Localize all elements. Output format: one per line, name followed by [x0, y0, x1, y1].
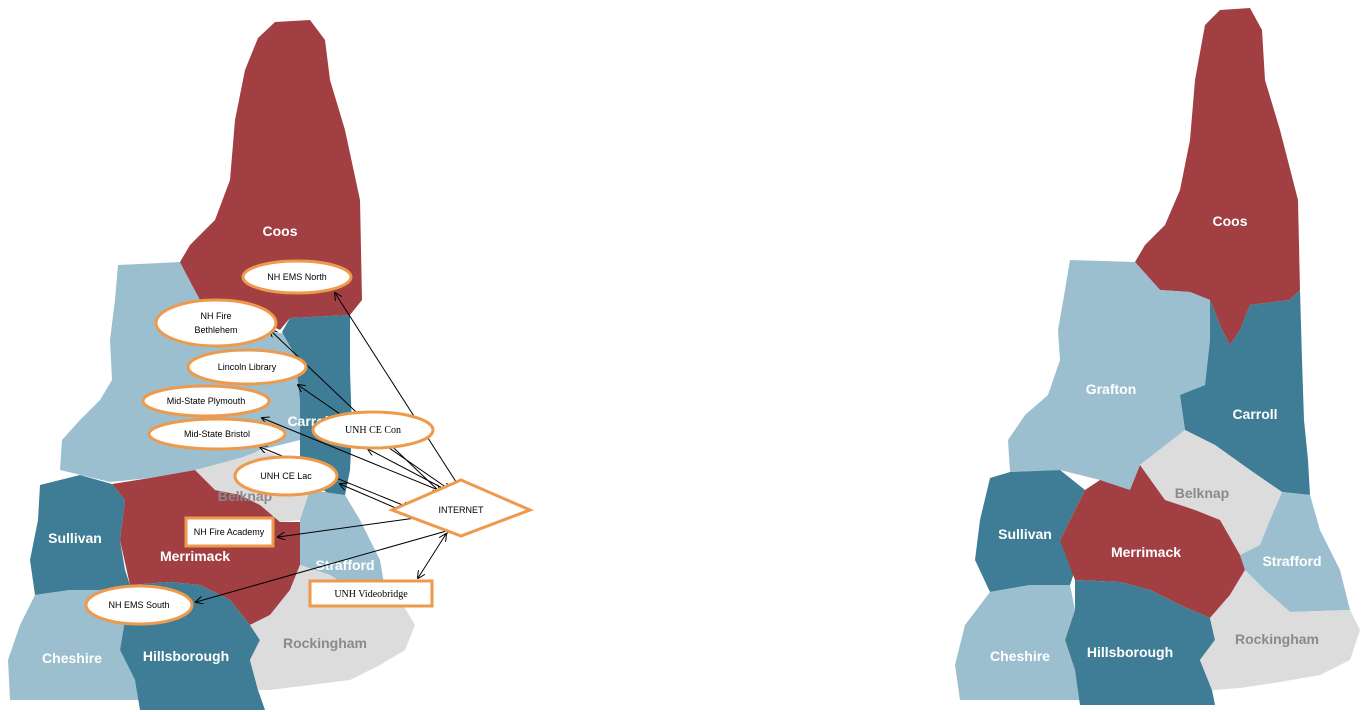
county-label-coos-right: Coos	[1213, 213, 1248, 229]
link-ce-con-internet	[368, 449, 450, 492]
node-label-ems-south: NH EMS South	[108, 600, 169, 610]
node-unh-ce-con: UNH CE Con	[311, 410, 435, 450]
node-label-internet: INTERNET	[439, 505, 485, 515]
county-label-hillsborough-left: Hillsborough	[143, 648, 229, 664]
node-label-fire-academy: NH Fire Academy	[194, 527, 265, 537]
county-coos-left	[180, 20, 362, 330]
link-ce-lac-internet	[340, 484, 405, 512]
county-label-rockingham-right: Rockingham	[1235, 631, 1319, 647]
county-sullivan-right	[975, 470, 1085, 592]
node-label-mid-state-bristol: Mid-State Bristol	[184, 429, 250, 439]
county-label-merrimack-left: Merrimack	[160, 548, 230, 564]
link-ems-north-internet	[335, 293, 460, 488]
node-mid-state-bristol: Mid-State Bristol	[147, 417, 287, 451]
county-label-cheshire-left: Cheshire	[42, 650, 102, 666]
county-label-sullivan-left: Sullivan	[48, 530, 102, 546]
county-label-rockingham-left: Rockingham	[283, 635, 367, 651]
node-lincoln-library: Lincoln Library	[186, 348, 308, 386]
node-fire-bethlehem: NH Fire Bethlehem	[154, 298, 278, 348]
county-rockingham-right	[1200, 570, 1360, 690]
county-label-coos-left: Coos	[263, 223, 298, 239]
county-label-belknap-right: Belknap	[1175, 485, 1229, 501]
county-strafford-right	[1240, 492, 1350, 612]
county-belknap-right	[1140, 430, 1282, 555]
county-label-hillsborough-right: Hillsborough	[1087, 644, 1173, 660]
county-coos-right	[1135, 8, 1300, 345]
node-label-ems-north: NH EMS North	[267, 272, 327, 282]
node-mid-state-plymouth: Mid-State Plymouth	[141, 384, 271, 418]
node-label-fire-bethlehem-line2: Bethlehem	[194, 325, 237, 335]
left-map: Coos Carroll Belknap Sullivan Merrimack …	[8, 20, 534, 710]
county-label-carroll-right: Carroll	[1232, 406, 1277, 422]
node-label-unh-ce-con: UNH CE Con	[345, 425, 401, 436]
node-internet: INTERNET	[388, 478, 534, 538]
node-label-lincoln-library: Lincoln Library	[218, 362, 277, 372]
county-hillsborough-right	[1065, 580, 1215, 705]
node-label-unh-ce-lac: UNH CE Lac	[260, 471, 312, 481]
link-videobridge-internet	[418, 534, 446, 578]
county-merrimack-right	[1060, 465, 1245, 618]
county-label-cheshire-right: Cheshire	[990, 648, 1050, 664]
county-label-grafton-right: Grafton	[1086, 381, 1137, 397]
node-fire-academy: NH Fire Academy	[184, 516, 275, 548]
county-label-strafford-right: Strafford	[1262, 553, 1321, 569]
node-label-mid-state-plymouth: Mid-State Plymouth	[167, 396, 246, 406]
right-map: Coos Grafton Carroll Belknap Sullivan Me…	[955, 8, 1360, 705]
county-label-merrimack-right: Merrimack	[1111, 544, 1181, 560]
node-ems-south: NH EMS South	[84, 584, 194, 626]
county-grafton-right	[1008, 260, 1210, 490]
node-ems-north: NH EMS North	[241, 259, 353, 295]
node-unh-ce-lac: UNH CE Lac	[233, 455, 339, 497]
node-unh-videobridge: UNH Videobridge	[308, 579, 434, 608]
county-sullivan-left	[30, 475, 130, 595]
link-ems-south-internet	[196, 530, 450, 602]
county-cheshire-right	[955, 585, 1080, 700]
node-label-fire-bethlehem-line1: NH Fire	[201, 311, 232, 321]
node-label-unh-videobridge: UNH Videobridge	[334, 589, 408, 600]
county-label-sullivan-right: Sullivan	[998, 526, 1052, 542]
